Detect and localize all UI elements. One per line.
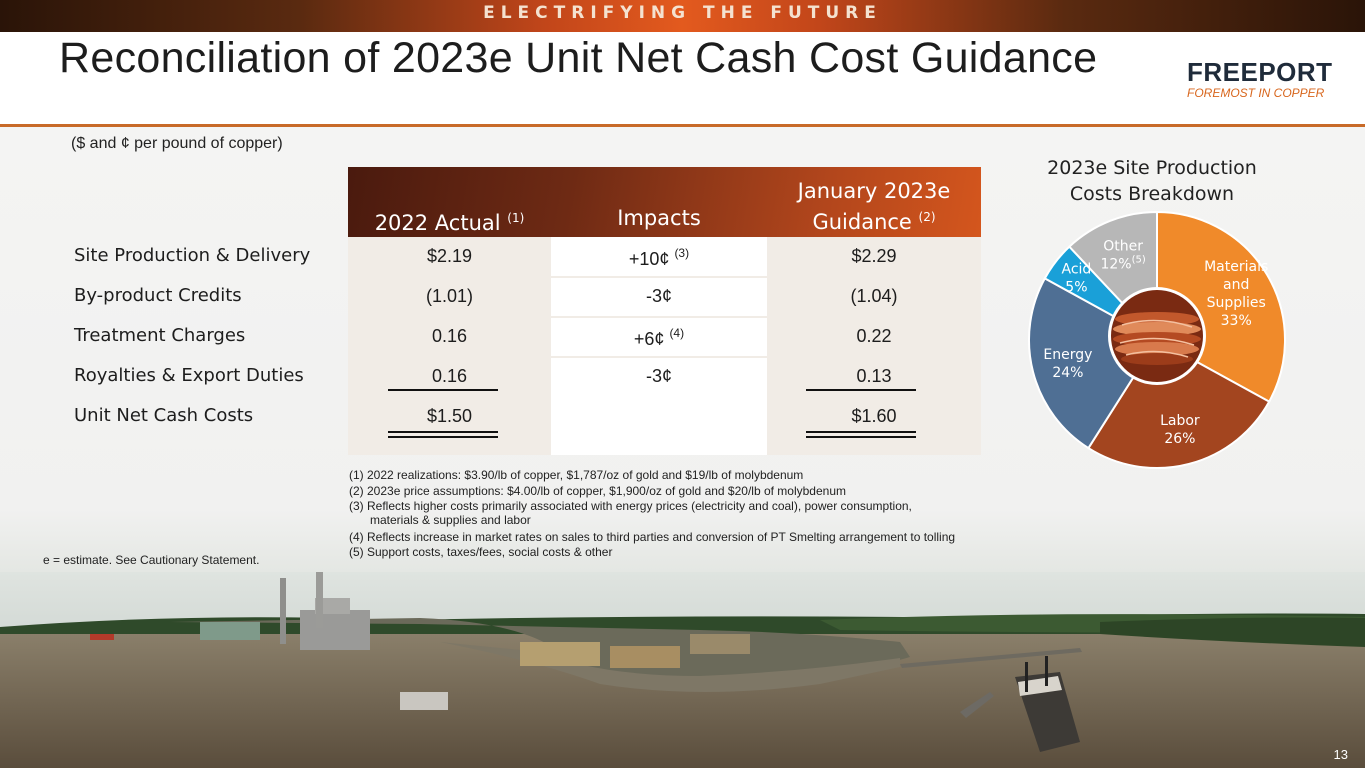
page-title: Reconciliation of 2023e Unit Net Cash Co… (59, 34, 1098, 82)
impact-footnote-ref: (3) (674, 246, 690, 260)
title-divider (0, 124, 1365, 127)
page-number: 13 (1333, 747, 1348, 762)
footnote-1: (1) 2022 realizations: $3.90/lb of coppe… (349, 468, 804, 482)
cell-guidance: 0.13 (856, 366, 892, 386)
header-footnote-ref: (1) (507, 211, 525, 225)
subtotal-underline (388, 389, 498, 391)
header-2022-actual: 2022 Actual (1) (348, 205, 551, 236)
subtotal-underline (806, 389, 916, 391)
logo-wordmark: FREEPORT (1187, 57, 1333, 87)
header-footnote-ref: (2) (918, 210, 936, 224)
chart-title-line1: 2023e Site Production (1047, 157, 1257, 179)
cell-actual: 0.16 (431, 326, 468, 346)
total-double-underline (388, 436, 498, 438)
footnotes: (1) 2022 realizations: $3.90/lb of coppe… (349, 468, 955, 561)
pie-label-other: Other 12%(5) (1100, 238, 1145, 272)
table-header (348, 167, 981, 237)
cost-breakdown-pie-chart: Materials and Supplies 33% Labor 26% Energy 24%… (1028, 210, 1286, 469)
title-area (0, 32, 1365, 124)
estimate-note: e = estimate. See Cautionary Statement. (43, 553, 260, 567)
total-double-underline (806, 436, 916, 438)
cell-impact: -3¢ (551, 286, 767, 307)
footnote-3: (3) Reflects higher costs primarily asso… (349, 499, 912, 513)
header-label: 2022 Actual (374, 211, 501, 235)
cell-guidance: $2.29 (851, 246, 897, 266)
impact-value: -3¢ (645, 286, 672, 306)
footnote-5: (5) Support costs, taxes/fees, social co… (349, 545, 613, 559)
pie-label-materials: Materials and Supplies 33% (1204, 259, 1268, 329)
footnote-2: (2) 2023e price assumptions: $4.00/lb of… (349, 483, 846, 498)
header-banner: ELECTRIFYING THE FUTURE (0, 0, 1365, 32)
row-separator (551, 316, 767, 318)
port-aerial-photo (0, 572, 1365, 768)
chart-title: 2023e Site Production Costs Breakdown (1022, 155, 1282, 207)
pie-slice-energy (1028, 276, 1159, 450)
chart-title-line2: Costs Breakdown (1069, 183, 1235, 205)
row-separator (551, 276, 767, 278)
row-label: Treatment Charges (74, 325, 246, 346)
copper-wire-image (1108, 287, 1206, 385)
footnote-4: (4) Reflects increase in market rates on… (349, 529, 956, 544)
cell-guidance-total: $1.60 (851, 406, 897, 426)
header-impacts: Impacts (551, 205, 767, 231)
pie-label-energy: Energy 24% (1043, 347, 1092, 381)
cell-impact: +6¢ (4) (551, 326, 767, 350)
banner-text: ELECTRIFYING THE FUTURE (483, 3, 882, 23)
cell-actual: $2.19 (426, 246, 473, 266)
total-double-underline (806, 431, 916, 433)
impact-footnote-ref: (4) (669, 326, 685, 340)
pie-label-labor: Labor 26% (1160, 413, 1200, 447)
cell-guidance: (1.04) (850, 286, 898, 306)
total-double-underline (388, 431, 498, 433)
pie-slice-labor (1087, 338, 1271, 469)
logo-tagline: FOREMOST IN COPPER (1187, 86, 1325, 100)
header-january-2023e-guidance: January 2023e Guidance (2) (767, 178, 981, 235)
pie-label-acid: Acid 5% (1061, 261, 1091, 295)
cell-impact: -3¢ (551, 366, 767, 387)
header-label: Impacts (617, 206, 701, 230)
company-logo: FREEPORT FOREMOST IN COPPER (1187, 58, 1333, 99)
cell-actual-total: $1.50 (426, 406, 473, 426)
header-label-line1: January 2023e (797, 179, 951, 203)
impact-value: +6¢ (633, 329, 665, 349)
impact-value: +10¢ (628, 249, 670, 269)
row-label: Site Production & Delivery (74, 245, 311, 266)
cell-actual: 0.16 (431, 366, 468, 386)
footnote-3-continued: materials & supplies and labor (370, 512, 531, 527)
impact-value: -3¢ (645, 366, 672, 386)
cell-impact: +10¢ (3) (551, 246, 767, 270)
row-label: Royalties & Export Duties (74, 365, 304, 386)
cell-actual: (1.01) (425, 286, 474, 306)
header-label-line2: Guidance (812, 210, 912, 234)
row-label: By-product Credits (74, 285, 242, 306)
cell-guidance: 0.22 (856, 326, 892, 346)
row-label-total: Unit Net Cash Costs (74, 405, 254, 426)
units-note: ($ and ¢ per pound of copper) (71, 135, 283, 152)
row-separator (551, 356, 767, 358)
